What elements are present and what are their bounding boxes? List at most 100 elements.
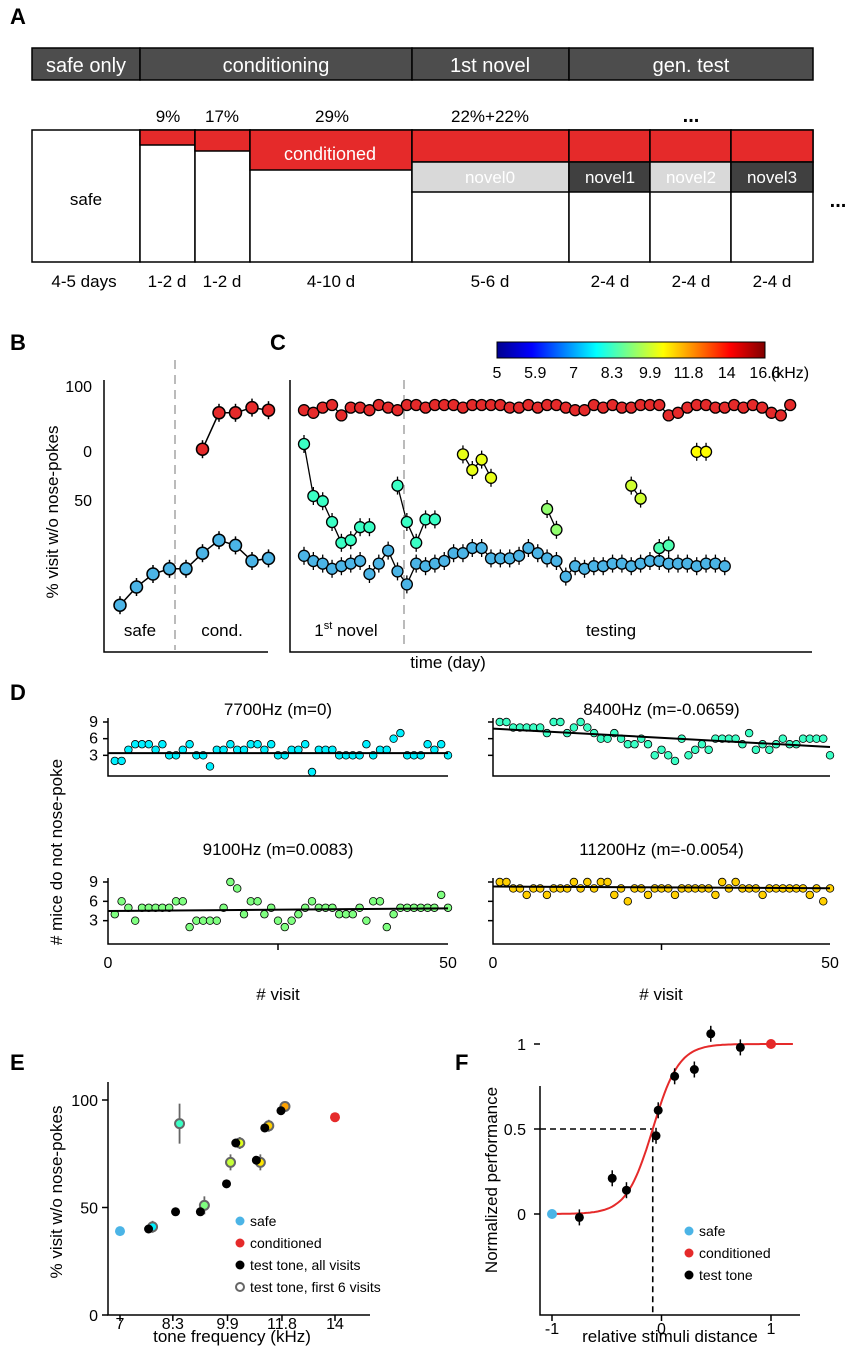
f-legend-label: conditioned <box>699 1245 771 1261</box>
e-plot: 7 8.3 9.9 11.8 14 0 50 100 safe conditioned test t… <box>71 1093 380 1333</box>
e-legend-marker-all <box>235 1260 245 1270</box>
d-data-point <box>751 745 761 754</box>
f-halfmax-guide <box>540 1128 654 1315</box>
d-data-point <box>280 922 289 932</box>
c-data-point <box>335 409 348 422</box>
block-label-novel2: novel2 <box>666 168 716 187</box>
d-data-point <box>731 877 740 887</box>
d-fit-line <box>492 727 831 748</box>
f-conditioned-point <box>766 1039 776 1049</box>
f-data-point <box>735 1042 745 1052</box>
e-y-axis-label: % visit w/o nose-pokes <box>47 1106 66 1279</box>
d-data-point <box>130 916 140 925</box>
d-subplot-title: 8400Hz (m=-0.0659) <box>583 700 739 719</box>
b-data-point <box>228 406 243 420</box>
e-legend-marker-safe <box>235 1216 245 1226</box>
block-novel0-red <box>411 129 570 163</box>
d-data-point <box>704 745 713 754</box>
d-data-point <box>260 910 269 919</box>
d-axes <box>492 718 830 777</box>
d-data-point <box>307 767 317 777</box>
d-data-point <box>643 740 653 749</box>
c-data-point <box>475 541 488 555</box>
colorbar-tick-label: 5.9 <box>524 365 546 382</box>
colorbar-tick-label: 16.6 <box>749 365 780 382</box>
colorbar-tick-label: 14 <box>718 365 736 382</box>
d-data-point <box>583 723 592 732</box>
e-legend-marker-conditioned <box>235 1238 245 1248</box>
d-y-axis-label: # mice do not nose-poke <box>47 759 66 945</box>
b-data-point <box>146 567 160 581</box>
d-data-point <box>589 884 599 893</box>
f-data-point <box>574 1212 584 1222</box>
d-x-tick-label: 0 <box>104 955 113 972</box>
e-x-tick-label: 14 <box>326 1316 344 1333</box>
f-x-tick-label: 1 <box>767 1321 776 1338</box>
d-data-point <box>226 740 235 749</box>
e-legend-label: test tone, first 6 visits <box>250 1279 381 1295</box>
f-data-point <box>689 1065 699 1074</box>
d-data-point <box>273 916 283 925</box>
d-data-point <box>232 884 242 893</box>
d-data-point <box>819 734 828 743</box>
duration-label: 1-2 d <box>203 272 242 291</box>
block-label-safe: safe <box>70 190 102 209</box>
phase-label-conditioning: conditioning <box>223 55 330 77</box>
d-data-point <box>389 910 398 919</box>
b-data-point <box>212 406 226 420</box>
f-data-point <box>670 1071 680 1081</box>
d-data-point <box>650 751 659 760</box>
e-conditioned-point <box>330 1112 340 1123</box>
f-data-point <box>651 1131 661 1141</box>
colorbar: 5 5.9 7 8.3 9.9 11.8 14 16.6 (kHz) <box>493 341 809 382</box>
c-data-point <box>484 471 498 484</box>
f-y-tick-label: 1 <box>517 1037 526 1054</box>
d-data-point <box>212 916 221 925</box>
d-data-point <box>805 890 814 900</box>
c-data-point <box>391 404 404 417</box>
d-data-point <box>562 884 572 893</box>
c-data-point <box>662 539 675 552</box>
d-data-point <box>253 897 262 906</box>
block-label-novel3: novel3 <box>747 168 797 187</box>
d-subplot-title: 11200Hz (m=-0.0054) <box>579 840 744 859</box>
d-data-point <box>717 877 727 887</box>
e-data-point-all <box>195 1207 205 1217</box>
c-data-point <box>625 479 638 492</box>
d-data-point <box>294 910 303 919</box>
e-data-point-all <box>276 1106 286 1116</box>
d-data-point <box>205 762 215 771</box>
c-data-point <box>438 554 451 568</box>
d-data-point <box>328 903 337 912</box>
f-legend-label: safe <box>699 1223 726 1239</box>
c-data-point <box>400 578 414 591</box>
d-data-point <box>158 740 167 749</box>
f-x-tick-label: -1 <box>545 1321 559 1338</box>
b-plot <box>113 398 276 615</box>
b-series-line <box>119 539 269 606</box>
e-y-tick-label: 0 <box>89 1308 98 1325</box>
d-data-point <box>382 922 391 932</box>
e-x-tick-label: 8.3 <box>162 1316 184 1333</box>
duration-labels: 4-5 days 1-2 d 1-2 d 4-10 d 5-6 d 2-4 d … <box>51 272 791 291</box>
d-data-point <box>664 884 673 893</box>
c-data-point <box>784 398 797 412</box>
d-x-axis-label-right: # visit <box>639 985 683 1004</box>
block-novel2-gray <box>649 161 732 193</box>
percent-label: 9% <box>156 107 181 126</box>
d-fit-line <box>107 907 449 912</box>
block-label-novel0: novel0 <box>465 168 515 187</box>
d-data-point <box>253 740 262 749</box>
e-x-tick-label: 7 <box>116 1316 125 1333</box>
b-data-point <box>228 538 243 553</box>
e-data-point-all <box>260 1123 270 1133</box>
d-y-tick-label: 3 <box>89 913 98 930</box>
d-data-point <box>670 890 680 900</box>
c-data-point <box>297 437 311 451</box>
d-data-point <box>226 877 235 887</box>
d-data-point <box>765 745 774 754</box>
b-data-point <box>195 546 210 560</box>
d-y-tick-label: 3 <box>89 747 98 764</box>
panel-letter-c: C <box>270 330 286 355</box>
